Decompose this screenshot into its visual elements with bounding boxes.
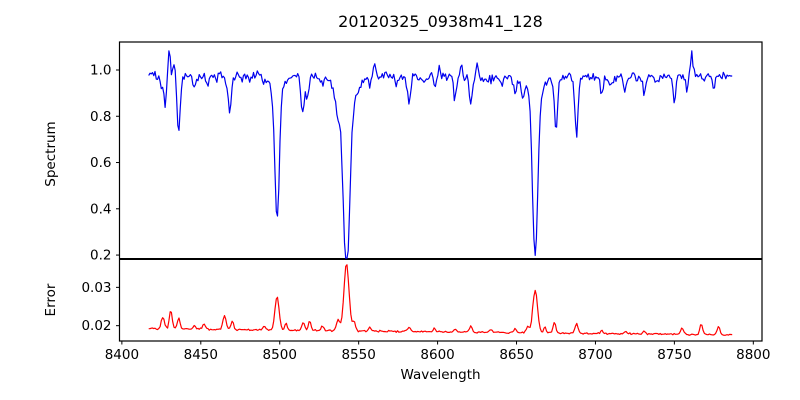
x-tick-label: 8400 <box>105 347 139 363</box>
spectrum-y-tick-label: 0.2 <box>90 248 111 264</box>
chart-title: 20120325_0938m41_128 <box>338 12 543 31</box>
x-tick-label: 8700 <box>578 347 612 363</box>
spectrum-y-tick-label: 1.0 <box>90 62 111 78</box>
x-tick-label: 8650 <box>499 347 533 363</box>
spectrum-y-tick-label: 0.4 <box>90 201 111 217</box>
error-line <box>148 264 733 336</box>
spectrum-y-tick-label: 0.8 <box>90 109 111 125</box>
spectrum-y-tick-label: 0.6 <box>90 155 111 171</box>
error-y-tick-label: 0.02 <box>81 318 111 334</box>
axes-frame <box>118 41 763 342</box>
x-tick-label: 8550 <box>341 347 375 363</box>
x-tick-label: 8800 <box>736 347 770 363</box>
x-axis-label: Wavelength <box>400 367 481 383</box>
spectrum-line <box>148 50 733 259</box>
x-tick-label: 8600 <box>420 347 454 363</box>
x-tick-label: 8750 <box>657 347 691 363</box>
x-tick-label: 8500 <box>263 347 297 363</box>
x-tick-label: 8450 <box>184 347 218 363</box>
error-y-tick-label: 0.03 <box>81 280 111 296</box>
